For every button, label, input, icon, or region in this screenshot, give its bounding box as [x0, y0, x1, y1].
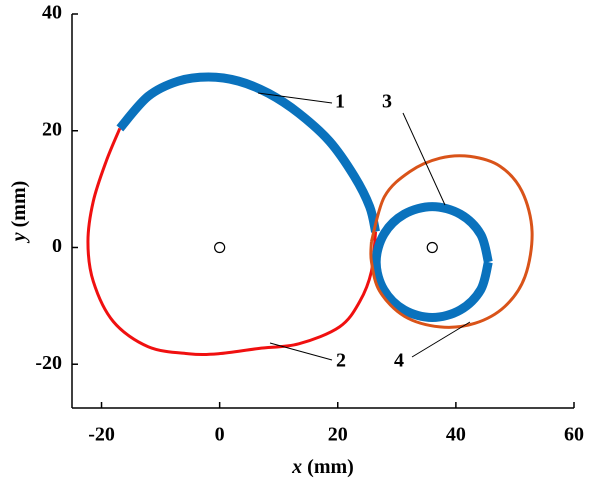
curve-label: 2 [336, 350, 346, 372]
y-tick-label: 0 [52, 235, 62, 257]
x-tick-label: 40 [446, 424, 466, 446]
curve [116, 72, 380, 233]
leader-line [402, 112, 446, 206]
x-tick-label: 20 [328, 424, 348, 446]
center-marker [426, 241, 438, 254]
y-tick-label: -20 [35, 352, 62, 374]
leader-line [257, 92, 333, 104]
curve [369, 154, 534, 329]
x-axis-label: x (mm) [291, 456, 354, 478]
curve-label: 4 [394, 350, 404, 372]
curve-label: 1 [335, 91, 345, 113]
x-tick-label: 60 [564, 424, 584, 446]
x-tick-label: -20 [88, 424, 115, 446]
y-tick-label: 20 [42, 118, 62, 140]
y-axis-label: y (mm) [8, 181, 30, 244]
center-marker [214, 241, 226, 254]
curve-label: 3 [382, 91, 392, 113]
leader-line [411, 321, 471, 358]
curve [371, 202, 493, 323]
y-tick-label: 40 [42, 2, 62, 24]
curve [86, 127, 378, 356]
leader-line [269, 342, 333, 361]
x-tick-label: 0 [215, 424, 225, 446]
